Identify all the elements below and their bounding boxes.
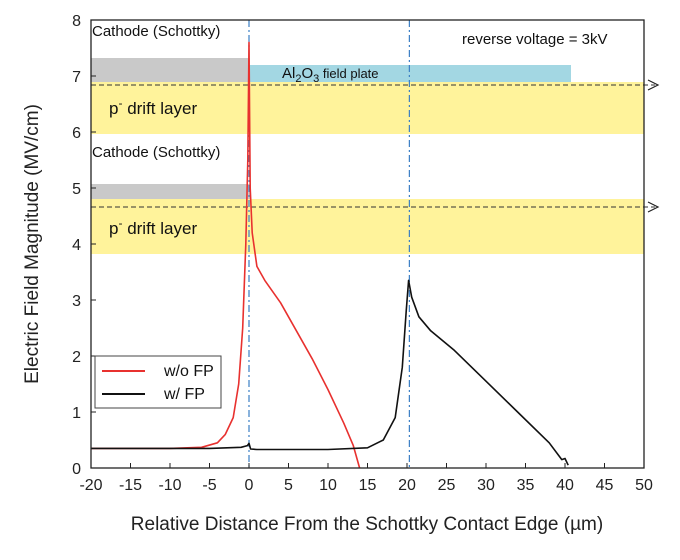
drift-bottom-sup: - — [118, 216, 122, 230]
cathode-bottom-label: Cathode (Schottky) — [92, 144, 220, 161]
x-tick-label-13: 45 — [596, 477, 614, 494]
reverse-voltage-label: reverse voltage = 3kV — [462, 31, 608, 48]
field-plate-label-sub2: 3 — [313, 73, 319, 85]
x-tick-label-7: 15 — [359, 477, 377, 494]
drift-bottom-arrowhead — [647, 201, 660, 213]
x-tick-label-12: 40 — [556, 477, 574, 494]
series-layer — [91, 41, 569, 469]
x-tick-label-9: 25 — [438, 477, 456, 494]
x-tick-label-8: 20 — [398, 477, 416, 494]
y-tick-label-4: 4 — [72, 237, 81, 254]
x-tick-label-4: 0 — [245, 477, 254, 494]
series-line-1 — [91, 279, 569, 466]
y-tick-label-1: 1 — [72, 405, 81, 422]
drift-top-rest: drift layer — [122, 99, 197, 118]
field-plate-label-mid: O — [301, 65, 313, 82]
legend-label-wo-fp: w/o FP — [163, 363, 214, 380]
y-axis-label: Electric Field Magnitude (MV/cm) — [22, 104, 43, 384]
y-tick-label-6: 6 — [72, 125, 81, 142]
drift-bottom-rest: drift layer — [122, 219, 197, 238]
x-tick-label-10: 30 — [477, 477, 495, 494]
series-line-0 — [91, 41, 361, 469]
drift-layer-bottom-label: p- drift layer — [109, 216, 197, 238]
drift-layer-bottom-band — [91, 199, 644, 254]
cathode-bottom-block — [91, 184, 250, 199]
x-tick-label-0: -20 — [79, 477, 102, 494]
cathode-top-block — [91, 58, 250, 82]
y-tick-label-8: 8 — [72, 13, 81, 30]
device-schematic — [91, 58, 660, 254]
field-plate-label-prefix: Al — [282, 65, 295, 82]
legend: w/o FP w/ FP — [94, 355, 222, 409]
drift-top-arrowhead — [647, 79, 660, 91]
legend-label-w-fp: w/ FP — [163, 386, 205, 403]
drift-top-base: p — [109, 99, 118, 118]
y-tick-label-5: 5 — [72, 181, 81, 198]
cathode-top-label: Cathode (Schottky) — [92, 23, 220, 40]
x-tick-label-3: -5 — [202, 477, 216, 494]
y-tick-label-0: 0 — [72, 461, 81, 478]
x-tick-label-6: 10 — [319, 477, 337, 494]
field-plate-block — [250, 65, 571, 82]
legend-box — [94, 355, 222, 409]
drift-top-sup: - — [118, 96, 122, 110]
x-tick-label-11: 35 — [517, 477, 535, 494]
drift-layer-top-label: p- drift layer — [109, 96, 197, 118]
x-axis-ticks: -20 -15 -10 -5 0 5 10 15 20 25 30 35 40 45 50 — [79, 463, 653, 494]
x-tick-label-14: 50 — [635, 477, 653, 494]
x-axis-label: Relative Distance From the Schottky Cont… — [131, 514, 603, 535]
field-plate-label: Al2O3 field plate — [282, 65, 379, 85]
field-plate-label-sub1: 2 — [295, 73, 301, 85]
y-axis-ticks: 0 1 2 3 4 5 6 7 8 — [72, 13, 96, 478]
y-tick-label-3: 3 — [72, 293, 81, 310]
x-tick-label-5: 5 — [284, 477, 293, 494]
y-tick-label-2: 2 — [72, 349, 81, 366]
x-tick-label-1: -15 — [119, 477, 142, 494]
y-tick-label-7: 7 — [72, 69, 81, 86]
drift-bottom-base: p — [109, 219, 118, 238]
x-tick-label-2: -10 — [158, 477, 181, 494]
field-plate-label-suffix: field plate — [319, 66, 378, 81]
drift-layer-top-band — [91, 82, 644, 134]
